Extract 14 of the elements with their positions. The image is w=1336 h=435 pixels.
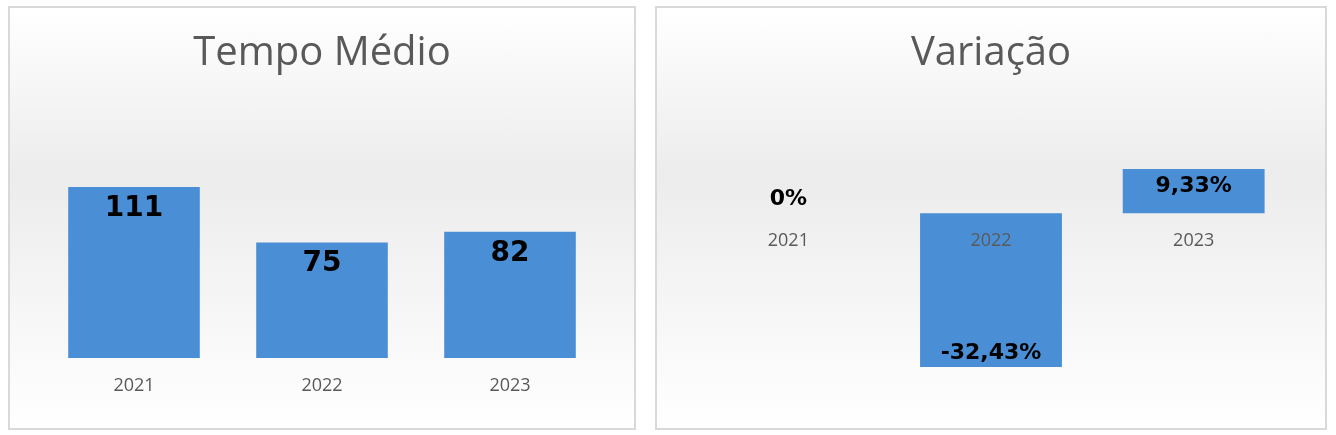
data-label: 9,33% (1155, 172, 1232, 197)
x-tick-label: 2022 (301, 372, 343, 396)
chart-title: Tempo Médio (193, 22, 451, 78)
x-tick-label: 2022 (970, 227, 1012, 252)
data-label: 75 (302, 245, 342, 279)
data-label: 0% (769, 185, 808, 211)
x-tick-label: 2023 (1173, 227, 1215, 252)
data-label: -32,43% (940, 339, 1042, 364)
data-label: 82 (490, 234, 530, 268)
x-tick-label: 2021 (767, 227, 809, 252)
chart-title: Variação (910, 22, 1072, 78)
x-tick-label: 2021 (113, 372, 155, 396)
data-label: 111 (104, 190, 164, 223)
x-tick-label: 2023 (489, 372, 531, 396)
